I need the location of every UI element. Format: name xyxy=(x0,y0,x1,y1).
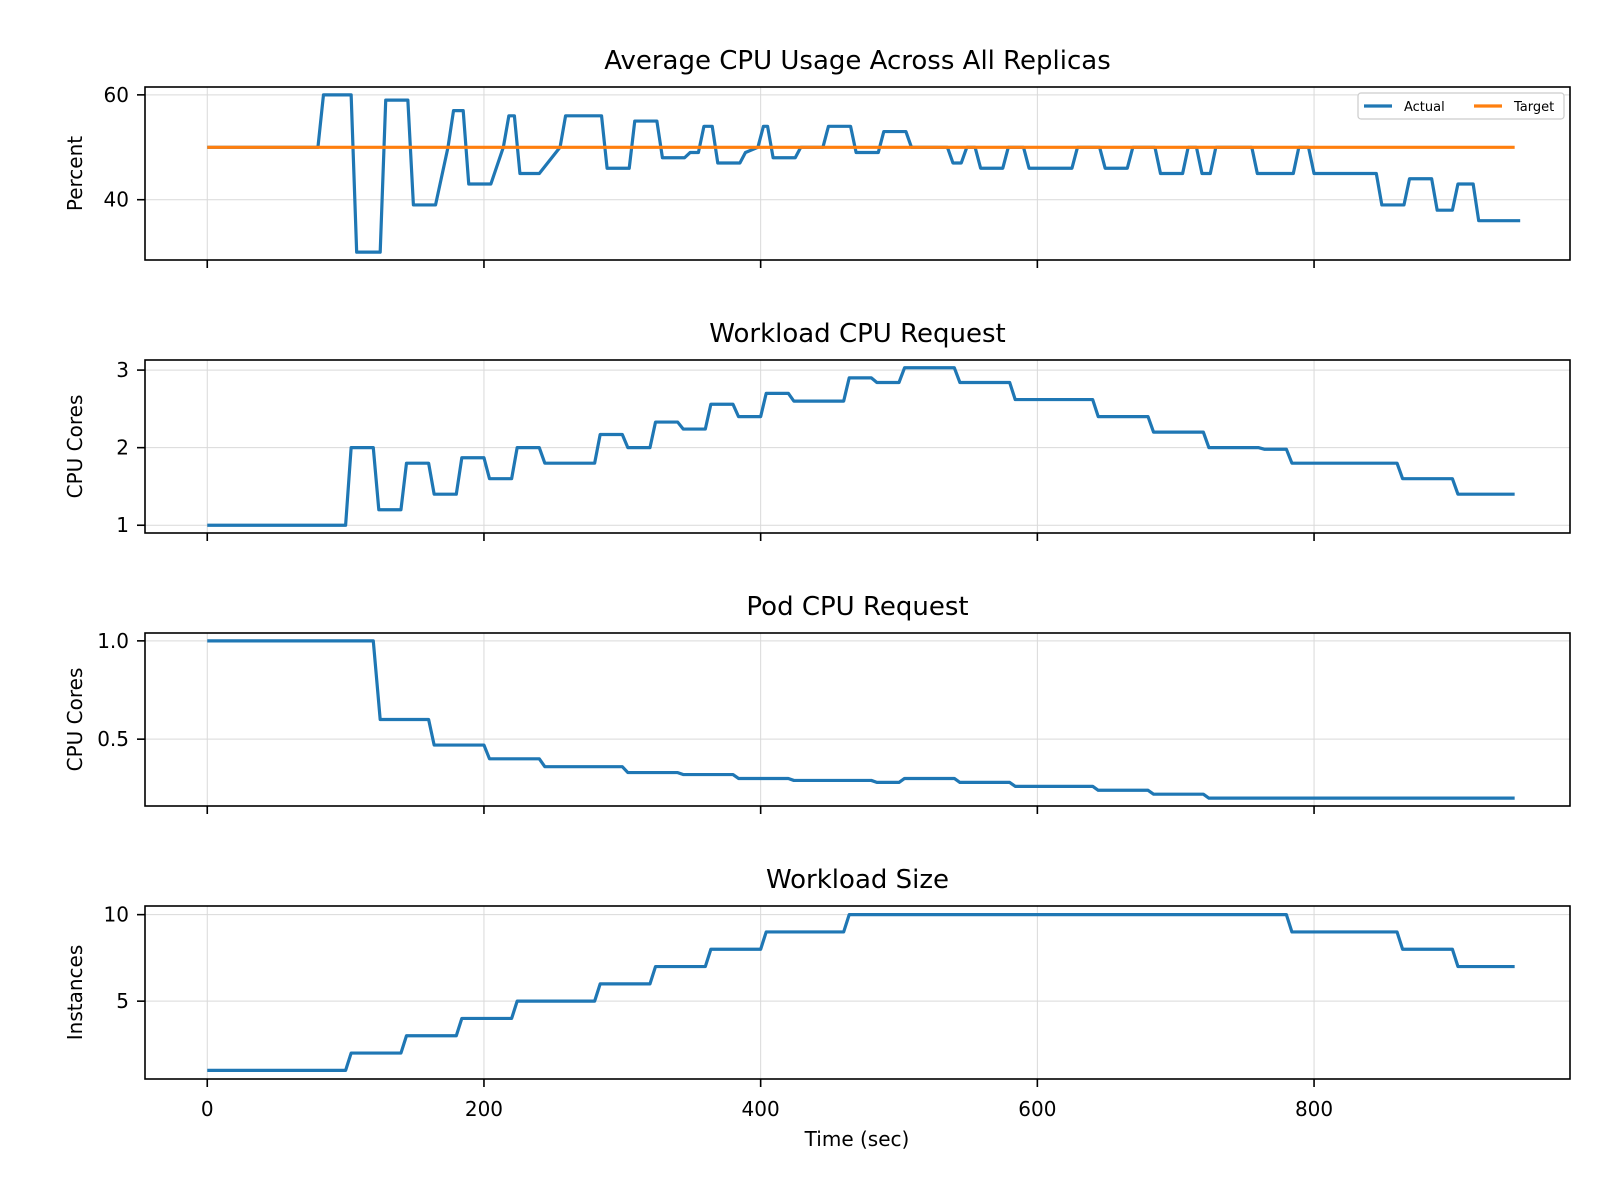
plot-frame xyxy=(144,359,1571,534)
y-tick-label: 0.5 xyxy=(97,727,129,751)
series-line-value xyxy=(207,913,1515,1072)
x-tick-label: 600 xyxy=(1018,1097,1056,1121)
y-tick-label: 40 xyxy=(104,188,129,212)
panel-title: Workload CPU Request xyxy=(709,319,1005,349)
y-tick-label: 1 xyxy=(116,513,129,537)
y-axis-label: Instances xyxy=(63,945,87,1041)
y-tick-label: 3 xyxy=(116,358,129,382)
panel-title: Pod CPU Request xyxy=(746,592,968,622)
plot-frame xyxy=(144,632,1571,807)
panel-title: Average CPU Usage Across All Replicas xyxy=(604,46,1111,76)
y-tick-label: 1.0 xyxy=(97,629,129,653)
legend-box xyxy=(1357,92,1565,120)
x-tick-label: 200 xyxy=(465,1097,503,1121)
y-tick-label: 5 xyxy=(116,989,129,1013)
legend-label-actual: Actual xyxy=(1404,100,1445,115)
series-line-actual xyxy=(207,93,1521,254)
y-tick-label: 10 xyxy=(104,903,129,927)
plot-frame xyxy=(144,905,1571,1080)
series-line-value xyxy=(207,366,1515,527)
legend: Actual Target xyxy=(1357,92,1565,120)
panel-2: 1 2 3 Workload CPU Request CPU Cores xyxy=(63,319,1571,541)
y-tick-label: 2 xyxy=(116,436,129,460)
x-axis-label: Time (sec) xyxy=(804,1127,910,1151)
x-tick-label: 400 xyxy=(742,1097,780,1121)
y-axis-label: CPU Cores xyxy=(63,668,87,772)
panel-3: 0.5 1.0 Pod CPU Request CPU Cores xyxy=(63,592,1571,814)
series-line-value xyxy=(207,639,1515,800)
panel-title: Workload Size xyxy=(766,865,949,895)
x-tick-label: 0 xyxy=(201,1097,214,1121)
x-tick-label: 800 xyxy=(1295,1097,1333,1121)
y-axis-label: CPU Cores xyxy=(63,395,87,499)
legend-label-target: Target xyxy=(1513,100,1554,115)
panels: 40 60 Average CPU Usage Across All Replica… xyxy=(63,46,1571,1121)
y-tick-label: 60 xyxy=(104,83,129,107)
panel-4: 0 200 400 600 800 5 10 Workload Size Instances xyxy=(63,865,1571,1121)
panel-1: 40 60 Average CPU Usage Across All Replica… xyxy=(63,46,1571,268)
y-axis-label: Percent xyxy=(63,136,87,211)
plot-frame xyxy=(144,86,1571,261)
